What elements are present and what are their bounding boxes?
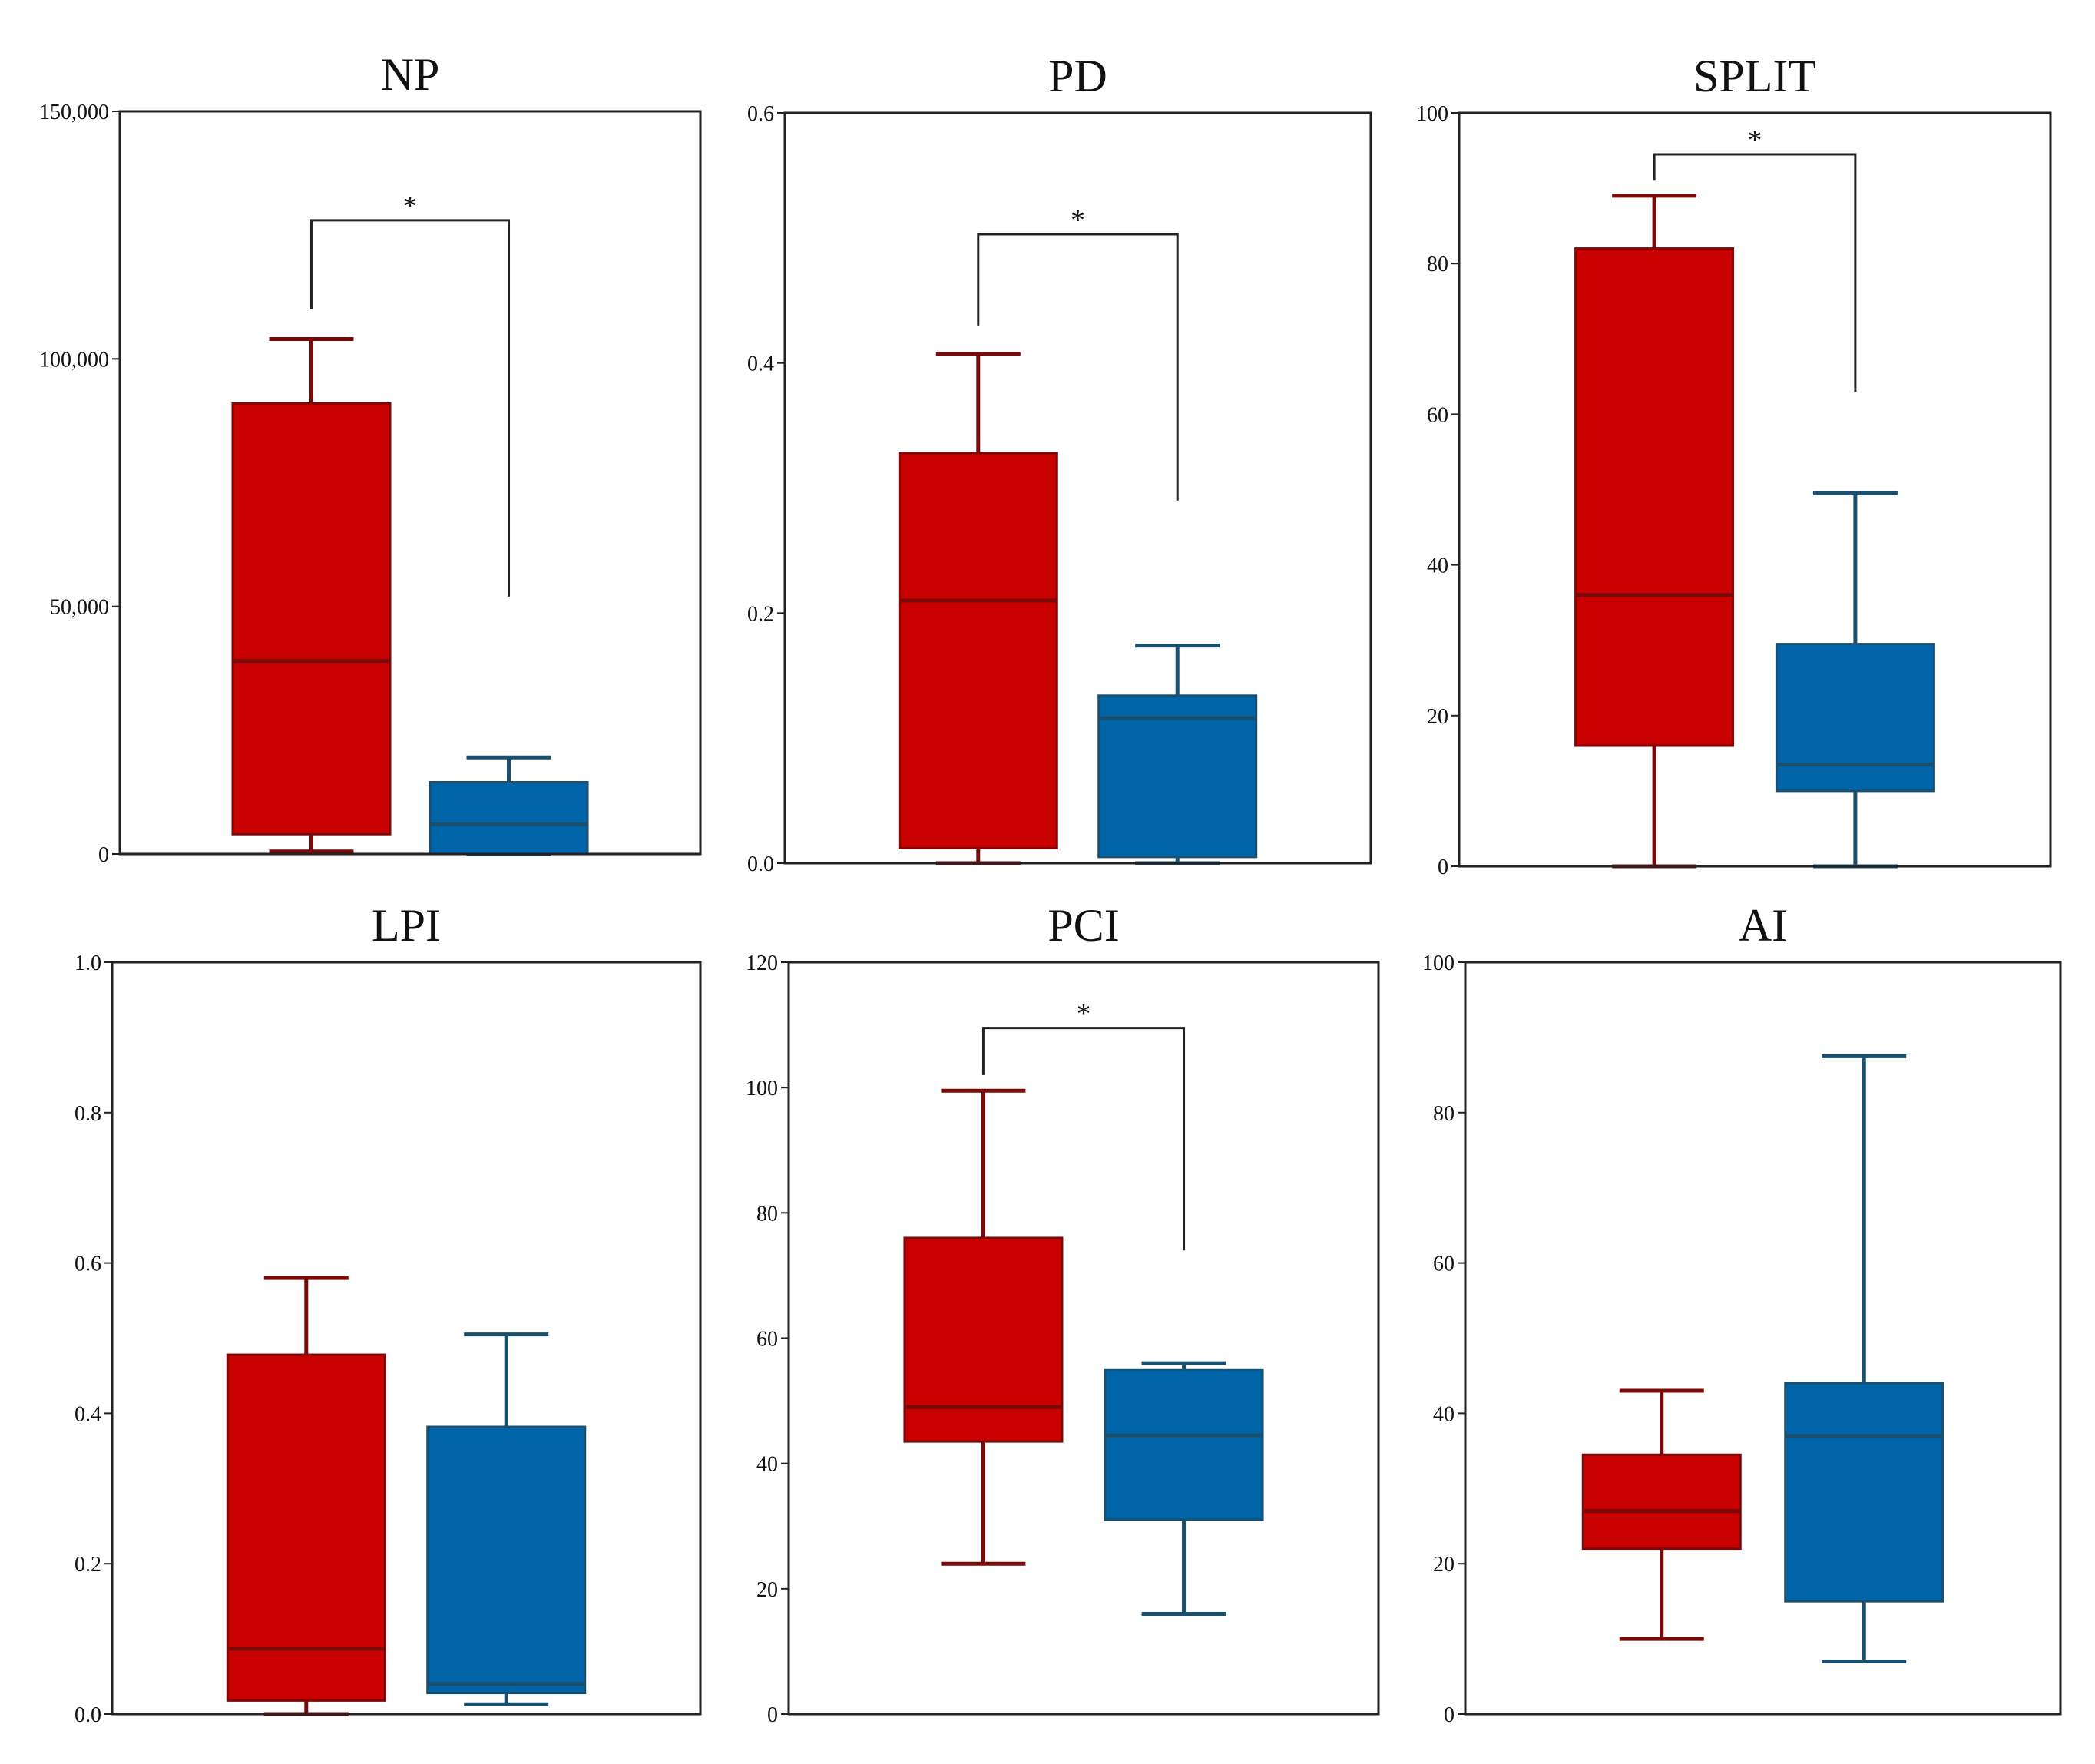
plot-frame (787, 961, 1380, 1716)
panel-title: PCI (1048, 900, 1119, 951)
y-tick-label: 100 (1416, 102, 1448, 126)
y-tick-label: 60 (756, 1328, 778, 1352)
y-tick-label: 0.2 (74, 1553, 101, 1577)
box-iqr (1104, 1368, 1264, 1521)
y-tick-label: 0.0 (747, 852, 774, 876)
box-iqr (226, 1353, 386, 1702)
box-iqr (231, 402, 392, 836)
plot-frame (783, 111, 1372, 865)
y-tick-label: 0 (98, 843, 109, 867)
y-tick-label: 150,000 (39, 101, 109, 124)
plot-frame (1458, 111, 2052, 868)
y-tick-label: 0.4 (74, 1402, 101, 1426)
significance-star: * (403, 190, 418, 223)
panel-split: SPLIT * 0 20 40 60 80 100 (1416, 51, 2052, 879)
plot-frame (118, 110, 702, 856)
y-tick-label: 100 (1422, 952, 1455, 975)
y-tick-label: 60 (1427, 403, 1448, 427)
y-tick-label: 0.6 (747, 102, 774, 126)
y-tick-label: 1.0 (74, 952, 101, 975)
y-tick-label: 60 (1433, 1253, 1455, 1276)
plot-frame (1464, 961, 2062, 1716)
panel-pci: PCI * 0 20 40 60 80 100 120 (746, 900, 1380, 1727)
box-iqr (903, 1236, 1064, 1443)
box-iqr (1784, 1382, 1944, 1603)
panel-ai: AI 0 20 40 60 80 100 (1422, 900, 2062, 1727)
panel-title: NP (381, 49, 440, 100)
y-tick-label: 20 (1433, 1553, 1455, 1577)
y-tick-label: 80 (1427, 253, 1448, 276)
y-tick-label: 120 (746, 952, 778, 975)
box-iqr (1775, 643, 1935, 793)
y-tick-label: 50,000 (50, 596, 109, 620)
significance-bracket (1653, 153, 1857, 392)
panel-pd: PD * 0.0 0.2 0.4 0.6 (747, 51, 1372, 876)
y-tick-label: 0 (1444, 1703, 1455, 1727)
y-tick-label: 100,000 (39, 348, 109, 372)
y-tick-label: 0.4 (747, 352, 774, 376)
y-tick-label: 40 (1427, 554, 1448, 578)
panel-np: NP * 0 50,000 100,000 150,000 (39, 49, 702, 867)
box-iqr (898, 452, 1058, 849)
significance-bracket (309, 219, 511, 597)
y-tick-label: 0 (1438, 856, 1448, 879)
y-tick-label: 20 (1427, 705, 1448, 729)
significance-bracket (977, 233, 1179, 501)
box-iqr (1574, 247, 1735, 747)
box-iqr (1097, 694, 1258, 859)
y-tick-label: 0.8 (74, 1102, 101, 1126)
y-tick-label: 20 (756, 1578, 778, 1602)
y-tick-label: 40 (1433, 1402, 1455, 1426)
panel-title: LPI (372, 900, 441, 951)
y-tick-label: 80 (1433, 1102, 1455, 1126)
box-iqr (429, 781, 589, 856)
y-tick-label: 100 (746, 1077, 778, 1100)
panel-title: AI (1739, 900, 1787, 951)
y-tick-label: 0.0 (74, 1703, 101, 1727)
box-iqr (426, 1425, 587, 1695)
y-tick-label: 40 (756, 1453, 778, 1477)
box-iqr (1581, 1453, 1742, 1551)
significance-star: * (1748, 124, 1762, 157)
plot-frame (111, 961, 702, 1716)
y-tick-label: 0.2 (747, 602, 774, 626)
y-tick-label: 0.6 (74, 1253, 101, 1276)
panel-title: SPLIT (1693, 51, 1816, 101)
panel-lpi: LPI 0.0 0.2 0.4 0.6 0.8 1.0 (74, 900, 702, 1727)
significance-star: * (1071, 204, 1085, 237)
y-tick-label: 0 (767, 1703, 778, 1727)
significance-bracket (981, 1027, 1186, 1251)
significance-star: * (1077, 998, 1091, 1031)
y-tick-label: 80 (756, 1202, 778, 1226)
panel-title: PD (1048, 51, 1107, 101)
